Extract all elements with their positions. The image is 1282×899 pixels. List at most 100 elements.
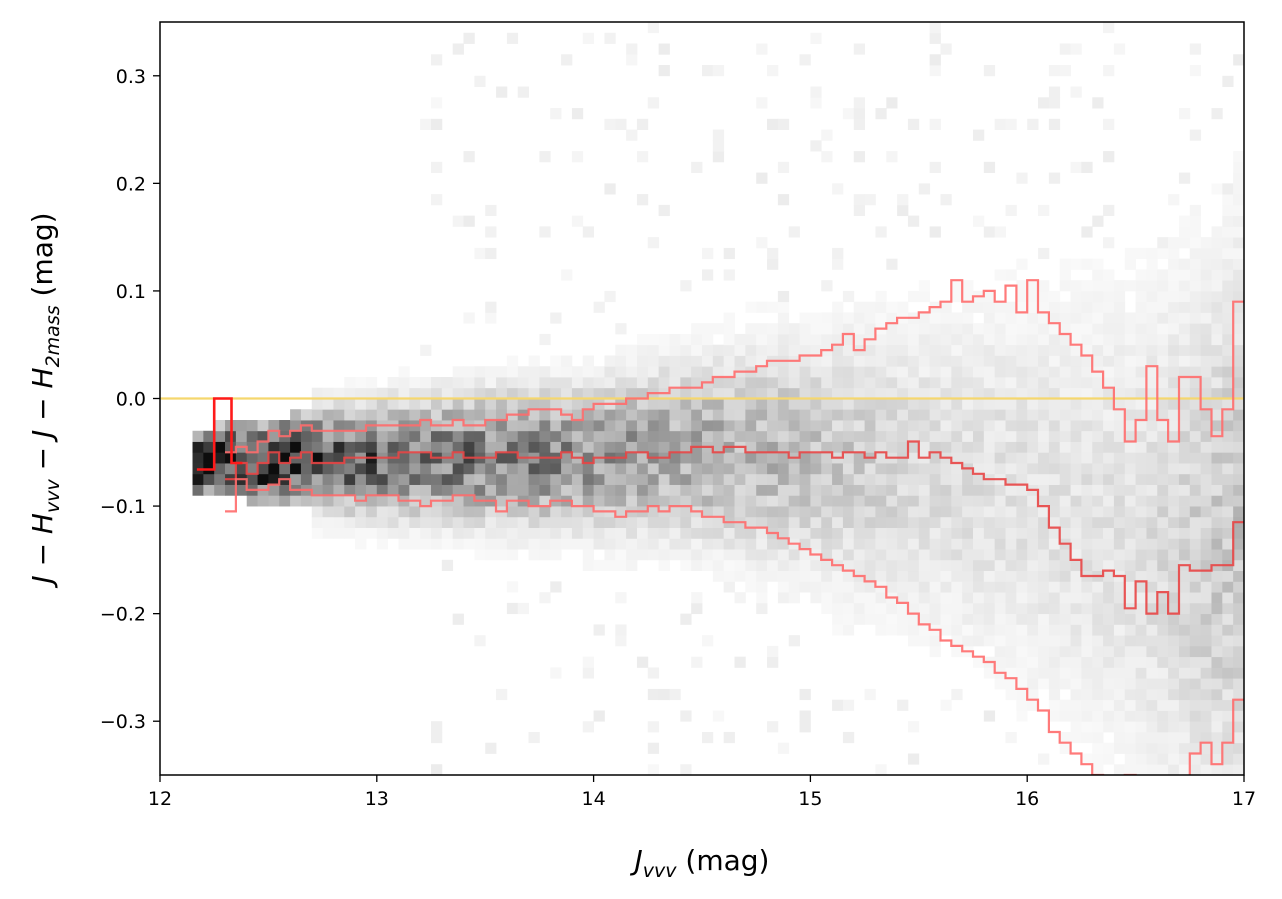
heatmap-cell — [1135, 333, 1147, 346]
heatmap-cell — [1027, 452, 1039, 464]
heatmap-cell — [1027, 549, 1039, 561]
heatmap-cell — [550, 108, 562, 120]
heatmap-cell — [409, 516, 421, 528]
heatmap-cell — [951, 376, 963, 389]
heatmap-cell — [1005, 473, 1017, 485]
heatmap-cell — [788, 226, 800, 238]
heatmap-cell — [539, 376, 551, 389]
heatmap-cell — [767, 387, 779, 399]
heatmap-cell — [1059, 581, 1071, 593]
heatmap-cell — [604, 183, 616, 195]
heatmap-cell — [365, 516, 378, 528]
heatmap-cell — [940, 366, 952, 378]
heatmap-cell — [907, 118, 920, 130]
heatmap-cell — [702, 247, 714, 260]
heatmap-cell — [485, 387, 497, 399]
heatmap-cell — [431, 463, 443, 475]
heatmap-cell — [994, 624, 1006, 636]
heatmap-cell — [723, 269, 735, 281]
heatmap-cell — [1233, 624, 1244, 636]
heatmap-cell — [452, 376, 464, 389]
heatmap-cell — [636, 538, 649, 550]
heatmap-cell — [528, 473, 540, 485]
heatmap-cell — [1168, 194, 1180, 206]
heatmap-cell — [1103, 151, 1115, 163]
heatmap-cell — [940, 194, 952, 206]
heatmap-cell — [550, 430, 562, 442]
heatmap-cell — [810, 495, 822, 507]
heatmap-cell — [1189, 613, 1202, 625]
heatmap-cell — [344, 484, 356, 496]
heatmap-cell — [875, 355, 887, 367]
heatmap-cell — [1048, 667, 1061, 679]
heatmap-cell — [886, 463, 898, 475]
heatmap-cell — [832, 344, 844, 356]
heatmap-cell — [398, 527, 410, 539]
heatmap-cell — [1092, 527, 1104, 539]
heatmap-cell — [821, 323, 833, 335]
heatmap-cell — [702, 387, 714, 399]
heatmap-cell — [886, 570, 898, 582]
heatmap-cell — [1070, 280, 1082, 292]
heatmap-cell — [853, 301, 865, 313]
heatmap-cell — [376, 463, 389, 475]
heatmap-cell — [322, 484, 334, 496]
heatmap-cell — [1027, 613, 1039, 625]
heatmap-cell — [1222, 420, 1234, 432]
heatmap-cell — [1222, 624, 1234, 636]
heatmap-cell — [647, 538, 660, 550]
heatmap-cell — [1168, 656, 1180, 668]
heatmap-cell — [1233, 656, 1244, 668]
heatmap-cell — [1059, 355, 1071, 367]
heatmap-cell — [517, 86, 529, 98]
heatmap-cell — [626, 495, 638, 507]
heatmap-cell — [658, 688, 670, 701]
heatmap-cell — [767, 506, 779, 518]
heatmap-cell — [951, 312, 963, 324]
heatmap-cell — [1092, 97, 1104, 109]
heatmap-cell — [1070, 506, 1082, 518]
heatmap-cell — [636, 387, 649, 399]
heatmap-cell — [907, 441, 920, 453]
heatmap-cell — [636, 118, 649, 130]
heatmap-cell — [680, 333, 692, 346]
heatmap-cell — [810, 344, 822, 356]
heatmap-cell — [355, 506, 367, 518]
heatmap-cell — [1027, 409, 1039, 421]
heatmap-cell — [799, 721, 811, 733]
heatmap-cell — [897, 344, 909, 356]
heatmap-cell — [1038, 376, 1050, 389]
heatmap-cell — [506, 538, 519, 550]
heatmap-cell — [1200, 398, 1212, 410]
heatmap-cell — [636, 366, 649, 378]
heatmap-cell — [528, 387, 540, 399]
heatmap-cell — [647, 366, 660, 378]
heatmap-cell — [875, 538, 887, 550]
heatmap-cell — [897, 559, 909, 572]
heatmap-cell — [517, 387, 529, 399]
heatmap-cell — [1189, 204, 1202, 217]
heatmap-cell — [1157, 731, 1169, 744]
heatmap-cell — [940, 473, 952, 485]
heatmap-cell — [376, 516, 389, 528]
heatmap-cell — [1222, 549, 1234, 561]
heatmap-cell — [1222, 333, 1234, 346]
heatmap-cell — [1157, 592, 1169, 604]
heatmap-cell — [1178, 280, 1191, 292]
heatmap-cell — [615, 495, 627, 507]
heatmap-cell — [431, 194, 443, 206]
heatmap-cell — [1016, 409, 1028, 421]
heatmap-cell — [821, 409, 833, 421]
heatmap-cell — [907, 366, 920, 378]
heatmap-cell — [1233, 226, 1244, 238]
heatmap-cell — [452, 463, 464, 475]
heatmap-cell — [355, 516, 367, 528]
heatmap-cell — [409, 430, 421, 442]
heatmap-cell — [907, 721, 920, 733]
heatmap-cell — [1200, 420, 1212, 432]
heatmap-cell — [1048, 549, 1061, 561]
heatmap-cell — [1124, 721, 1136, 733]
heatmap-cell — [994, 527, 1006, 539]
heatmap-cell — [832, 420, 844, 432]
heatmap-cell — [853, 506, 865, 518]
